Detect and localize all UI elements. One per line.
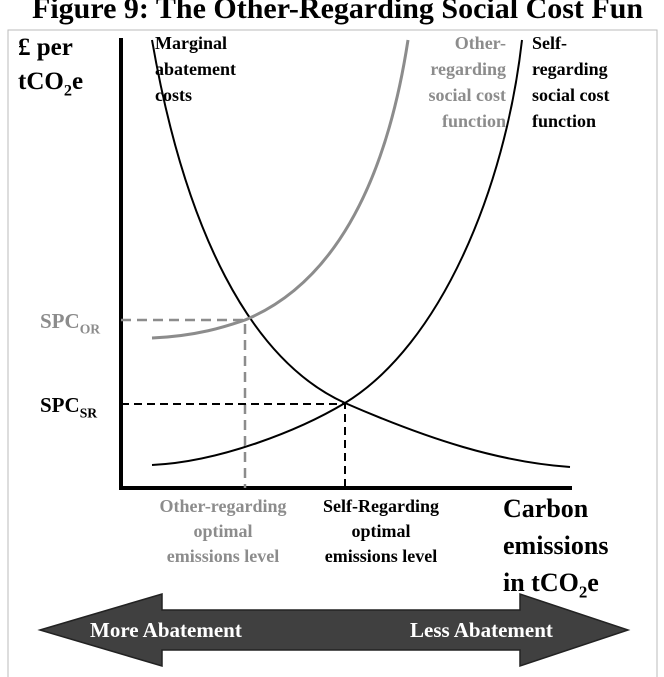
or-label: regarding [430,59,506,79]
sr-label: function [532,111,596,131]
y-axis-label-main: tCO [18,68,64,95]
arrow-right-label: Less Abatement [410,618,553,642]
x-axis-label: Carbon [503,494,589,523]
or-label: Other- [455,33,506,53]
mac-label: costs [155,85,192,105]
sr-dashed [121,403,346,488]
x-axis-label: emissions [503,531,608,560]
spc-sr: SPCSR [40,393,97,420]
x-axis-label-sub: 2 [579,583,587,602]
sr-label: social cost [532,85,609,105]
x-axis-label: in tCO2e [503,568,599,602]
sr-curve [151,39,523,466]
y-axis-label: £ per [18,34,73,61]
spc-sr-main: SPC [40,393,80,417]
spc-or: SPCOR [40,309,100,336]
sr-emissions-label: Self-Regarding [323,496,439,516]
or-emissions-label: optimal [193,521,252,541]
sr-label: Self- [532,33,567,53]
or-emissions-label: Other-regarding [160,496,287,516]
y-axis-label: tCO2e [18,68,83,99]
sr-label: regarding [532,59,608,79]
x-axis-label-main: in tCO [503,568,579,597]
y-axis-label-end: e [72,68,83,95]
spc-sr-sub: SR [80,405,98,420]
or-emissions-label: emissions level [167,546,280,566]
x-axis-label-end: e [587,568,599,597]
spc-or-main: SPC [40,309,80,333]
arrow-left-label: More Abatement [90,618,242,642]
or-curve [151,39,410,340]
mac-label: Marginal [155,33,227,53]
frame [7,29,658,677]
y-axis-label-sub: 2 [64,81,72,99]
mac-curve [151,39,571,468]
mac-label: abatement [155,59,236,79]
or-label: function [442,111,506,131]
arrow [37,592,631,668]
sr-emissions-label: emissions level [325,546,438,566]
spc-or-sub: OR [80,321,101,336]
or-dashed [121,318,247,488]
or-label: social cost [429,85,506,105]
sr-emissions-label: optimal [351,521,410,541]
title: Figure 9: The Other-Regarding Social Cos… [32,0,643,25]
